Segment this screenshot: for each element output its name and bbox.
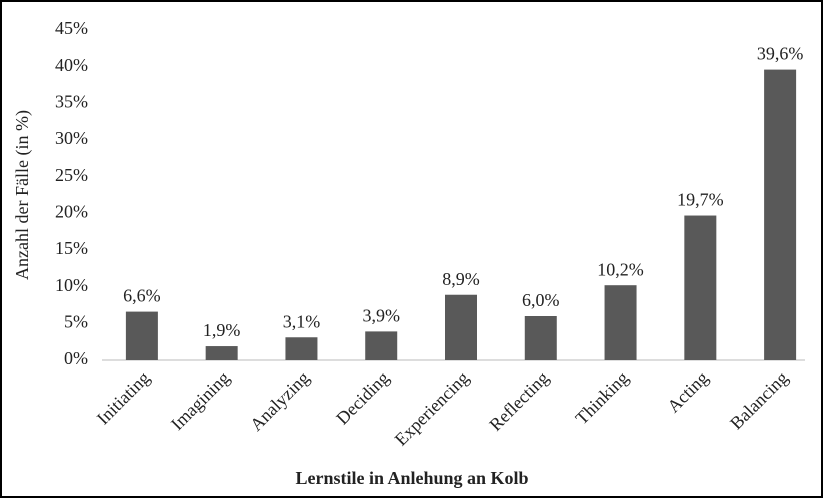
y-tick-label: 20%	[55, 201, 88, 221]
bar	[445, 294, 477, 360]
y-tick-label: 25%	[55, 165, 88, 185]
bar	[365, 331, 398, 360]
y-tick-label: 0%	[64, 348, 88, 368]
x-axis-label: Lernstile in Anlehung an Kolb	[295, 468, 528, 488]
y-axis-label: Anzahl der Fälle (in %)	[12, 110, 33, 280]
y-tick-label: 40%	[55, 55, 88, 75]
bar	[125, 311, 158, 360]
value-label: 8,9%	[442, 269, 480, 289]
value-label: 19,7%	[677, 190, 724, 210]
value-label: 3,9%	[362, 306, 400, 326]
value-label: 39,6%	[757, 44, 804, 64]
bar	[684, 215, 717, 360]
y-tick-label: 30%	[55, 128, 88, 148]
value-label: 3,1%	[283, 311, 321, 331]
y-tick-label: 35%	[55, 91, 88, 111]
bar	[604, 285, 637, 360]
value-label: 6,6%	[123, 286, 161, 306]
y-tick-label: 15%	[55, 238, 88, 258]
y-tick-label: 45%	[55, 18, 88, 38]
value-label: 6,0%	[522, 290, 560, 310]
value-label: 1,9%	[203, 320, 241, 340]
bar	[205, 346, 238, 360]
bar	[524, 316, 557, 360]
bar	[285, 337, 318, 360]
value-label: 10,2%	[597, 259, 644, 279]
bar	[764, 69, 797, 360]
y-tick-label: 5%	[64, 311, 88, 331]
y-tick-label: 10%	[55, 275, 88, 295]
